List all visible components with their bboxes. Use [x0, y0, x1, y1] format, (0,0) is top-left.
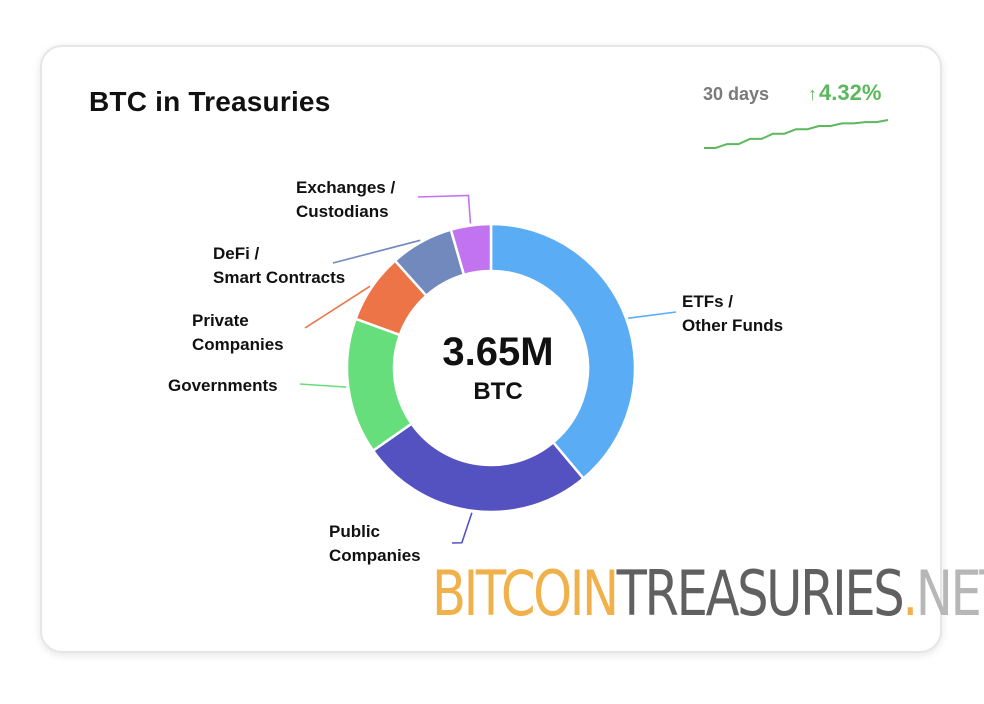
period-label[interactable]: 30 days: [703, 84, 770, 104]
leader-line-1: [451, 512, 473, 544]
leader-line-5: [417, 194, 472, 224]
label-defi-line1: DeFi /: [213, 244, 260, 263]
label-defi-smart-contracts: DeFi / Smart Contracts: [213, 242, 345, 290]
logo-part-treasuries: TREASURIES: [616, 557, 905, 630]
label-exchanges-line1: Exchanges /: [296, 178, 396, 197]
leader-line-2: [299, 383, 347, 388]
leader-line-3: [304, 285, 371, 329]
total-unit: BTC: [473, 378, 523, 405]
leader-line-0: [628, 311, 677, 319]
total-value: 3.65M: [442, 330, 554, 374]
label-private-line2: Companies: [192, 335, 284, 354]
label-exchanges-custodians: Exchanges / Custodians: [296, 176, 395, 224]
label-governments-line1: Governments: [168, 376, 278, 395]
label-exchanges-line2: Custodians: [296, 202, 389, 221]
label-public-line2: Companies: [329, 546, 421, 565]
logo-part-bitcoin: BITCOIN: [432, 557, 619, 630]
donut-slice-governments[interactable]: [345, 317, 414, 453]
label-private-companies: Private Companies: [192, 309, 284, 357]
label-public-line1: Public: [329, 522, 381, 541]
sparkline-chart: [704, 119, 889, 149]
label-governments: Governments: [168, 374, 278, 398]
card-title: BTC in Treasuries: [89, 86, 331, 117]
label-defi-line2: Smart Contracts: [213, 268, 346, 287]
label-etfs-line2: Other Funds: [682, 316, 784, 335]
change-value: 4.32%: [819, 80, 882, 105]
change-indicator: ↑4.32%: [808, 80, 881, 106]
sparkline-line: [704, 119, 889, 149]
treasuries-card: [40, 45, 942, 653]
donut-slice-etfs-other-funds[interactable]: [489, 222, 637, 481]
label-private-line1: Private: [192, 311, 249, 330]
bitcointreasuries-logo: BITCOINTREASURIES.NET: [432, 562, 984, 626]
logo-part-net: NET: [915, 557, 984, 630]
donut-slice-public-companies[interactable]: [371, 421, 586, 514]
label-etfs-other-funds: ETFs / Other Funds: [682, 290, 783, 338]
leader-line-4: [332, 239, 421, 264]
donut-slice-exchanges-custodians[interactable]: [449, 222, 493, 277]
logo-part-dot: .: [902, 557, 918, 630]
label-etfs-line1: ETFs /: [682, 292, 734, 311]
label-public-companies: Public Companies: [329, 520, 421, 568]
up-arrow-icon: ↑: [808, 84, 817, 104]
